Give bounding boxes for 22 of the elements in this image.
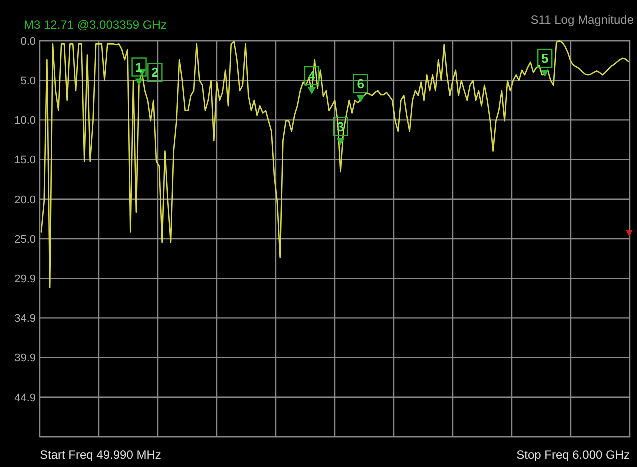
chart-title: M3 12.71 @3.003359 GHz: [24, 18, 167, 32]
text: Stop Freq 6.000 GHz: [516, 448, 630, 462]
y-tick-label: 25.0: [14, 234, 36, 246]
y-tick-label: 29.9: [14, 273, 36, 286]
chart-subtitle: S11 Log Magnitude: [530, 13, 634, 27]
annotation: 6: [357, 76, 365, 92]
point: [356, 95, 365, 102]
point: [336, 138, 345, 146]
y-tick-label: 15.0: [14, 154, 36, 167]
point: [135, 78, 144, 86]
y-tick-label: 20.0: [14, 194, 36, 206]
line-series: [40, 40, 630, 288]
y-tick-label: 34.9: [14, 313, 36, 326]
y-tick-label: 5.0: [20, 75, 36, 88]
y-tick-label: 39.9: [14, 352, 36, 365]
annotation: 5: [541, 51, 549, 66]
point: [308, 87, 316, 94]
y-tick-label: 44.9: [14, 392, 36, 404]
y-tick-label: 10.0: [14, 115, 36, 128]
point: [541, 70, 550, 78]
y-tick-label: 0.0: [20, 36, 36, 48]
text: Start Freq 49.990 MHz: [40, 448, 162, 462]
